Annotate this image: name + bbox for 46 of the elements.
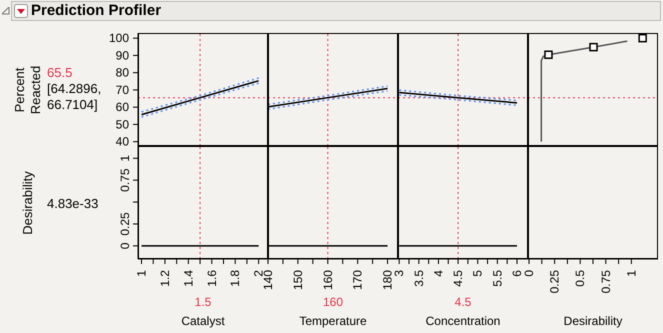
y-tick-label: 0: [118, 242, 132, 250]
x-tick-label: 180: [380, 270, 395, 290]
x-tick-label: 0.75: [598, 270, 613, 294]
x-tick-label: 1.2: [158, 270, 172, 287]
y-tick-label: 1: [118, 154, 132, 162]
x-tick-label: 150: [290, 270, 305, 290]
text: [64.2896, 66.7104]: [47, 81, 102, 113]
x-tick-label: 1.4: [181, 270, 196, 287]
x-tick-label: 3.5: [412, 270, 426, 287]
y-tick-label: 60: [116, 100, 130, 114]
text: 4.5: [454, 295, 472, 309]
y-tick-label: 70: [116, 82, 130, 97]
text: 160: [322, 295, 344, 309]
x-tick-label: 160: [320, 270, 335, 290]
y-tick-label: 80: [116, 66, 130, 80]
text: 4.83e-33: [47, 196, 100, 212]
y-axis-title: Percent Reacted: [12, 65, 44, 114]
y-tick-label: 0.25: [118, 212, 132, 236]
x-axis-title: Catalyst: [180, 314, 226, 328]
x-tick-label: 4: [431, 270, 446, 277]
x-tick-label: 5: [470, 270, 485, 277]
chart-title: Prediction Profiler: [31, 2, 162, 20]
x-tick-label: 1: [624, 270, 638, 277]
text: 1.5: [194, 295, 212, 309]
x-tick-label: 0: [522, 270, 536, 277]
x-tick-label: 0.5: [573, 270, 588, 287]
text: 65.5: [47, 65, 74, 81]
y-tick-label: 90: [116, 48, 130, 62]
y-axis-title: Desirability: [20, 170, 36, 234]
y-tick-label: 100: [108, 31, 130, 46]
x-tick-label: 170: [350, 270, 365, 290]
y-tick-label: 40: [116, 134, 130, 149]
x-tick-label: 6: [510, 270, 524, 277]
x-tick-label: 1.8: [228, 270, 242, 287]
y-tick-label: 50: [116, 117, 130, 132]
x-tick-label: 140: [261, 270, 275, 290]
x-tick-label: 3: [392, 270, 406, 277]
y-tick-label: 0.75: [118, 168, 132, 192]
x-axis-title: Desirability: [562, 314, 624, 328]
x-tick-label: 5.5: [490, 270, 504, 287]
x-tick-label: 0.25: [548, 270, 562, 294]
x-axis-title: Concentration: [424, 314, 502, 328]
x-tick-label: 4.5: [451, 270, 466, 287]
x-tick-label: 1: [134, 270, 149, 277]
x-tick-label: 1.6: [204, 270, 219, 287]
x-axis-title: Temperature: [298, 314, 368, 328]
